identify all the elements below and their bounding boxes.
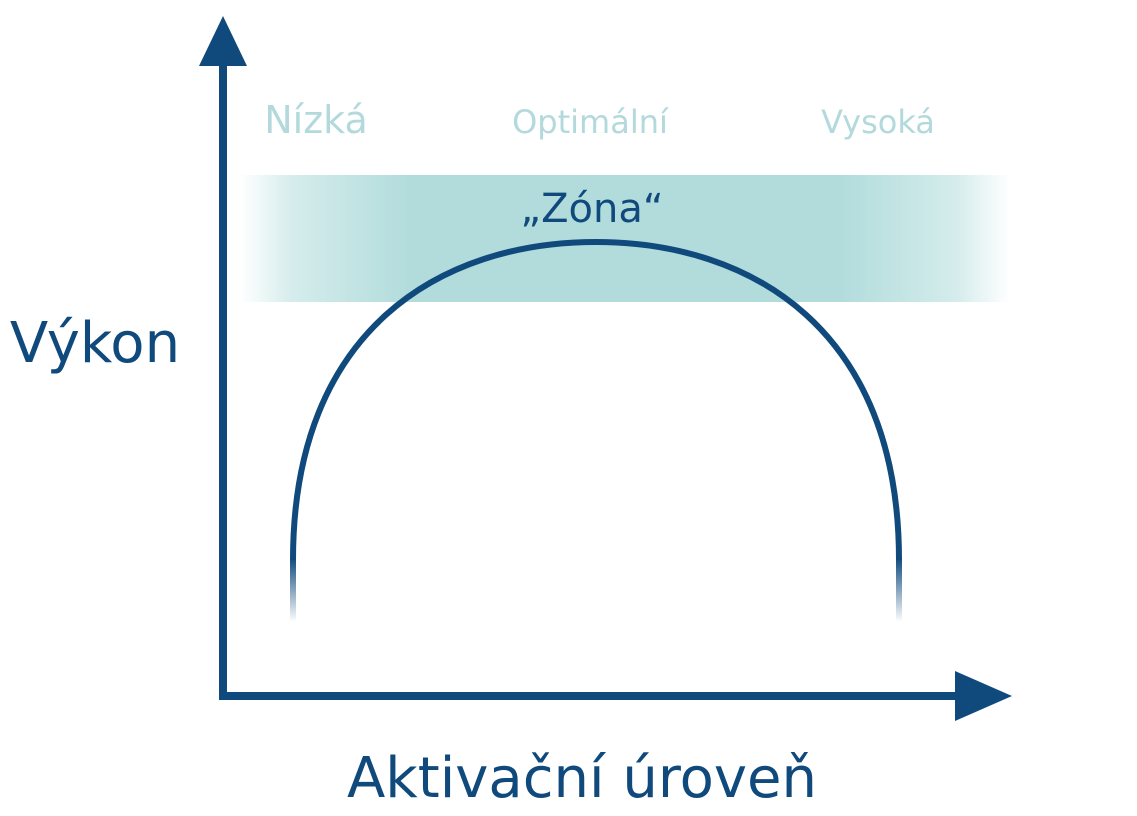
- performance-curve: [290, 238, 902, 561]
- optimal-zone-band: [240, 175, 1010, 302]
- y-axis-arrowhead: [199, 16, 247, 66]
- x-axis-title: Aktivační úroveň: [347, 746, 817, 811]
- region-label-low: Nízká: [264, 98, 368, 142]
- curve-left-end-fade: [290, 558, 296, 622]
- zone-label: „Zóna“: [520, 186, 663, 232]
- curve-right-end-fade: [896, 558, 902, 622]
- x-axis-arrowhead: [955, 671, 1012, 721]
- region-label-high: Vysoká: [821, 103, 935, 141]
- y-axis-title: Výkon: [10, 311, 180, 376]
- region-label-optimal: Optimální: [512, 103, 669, 141]
